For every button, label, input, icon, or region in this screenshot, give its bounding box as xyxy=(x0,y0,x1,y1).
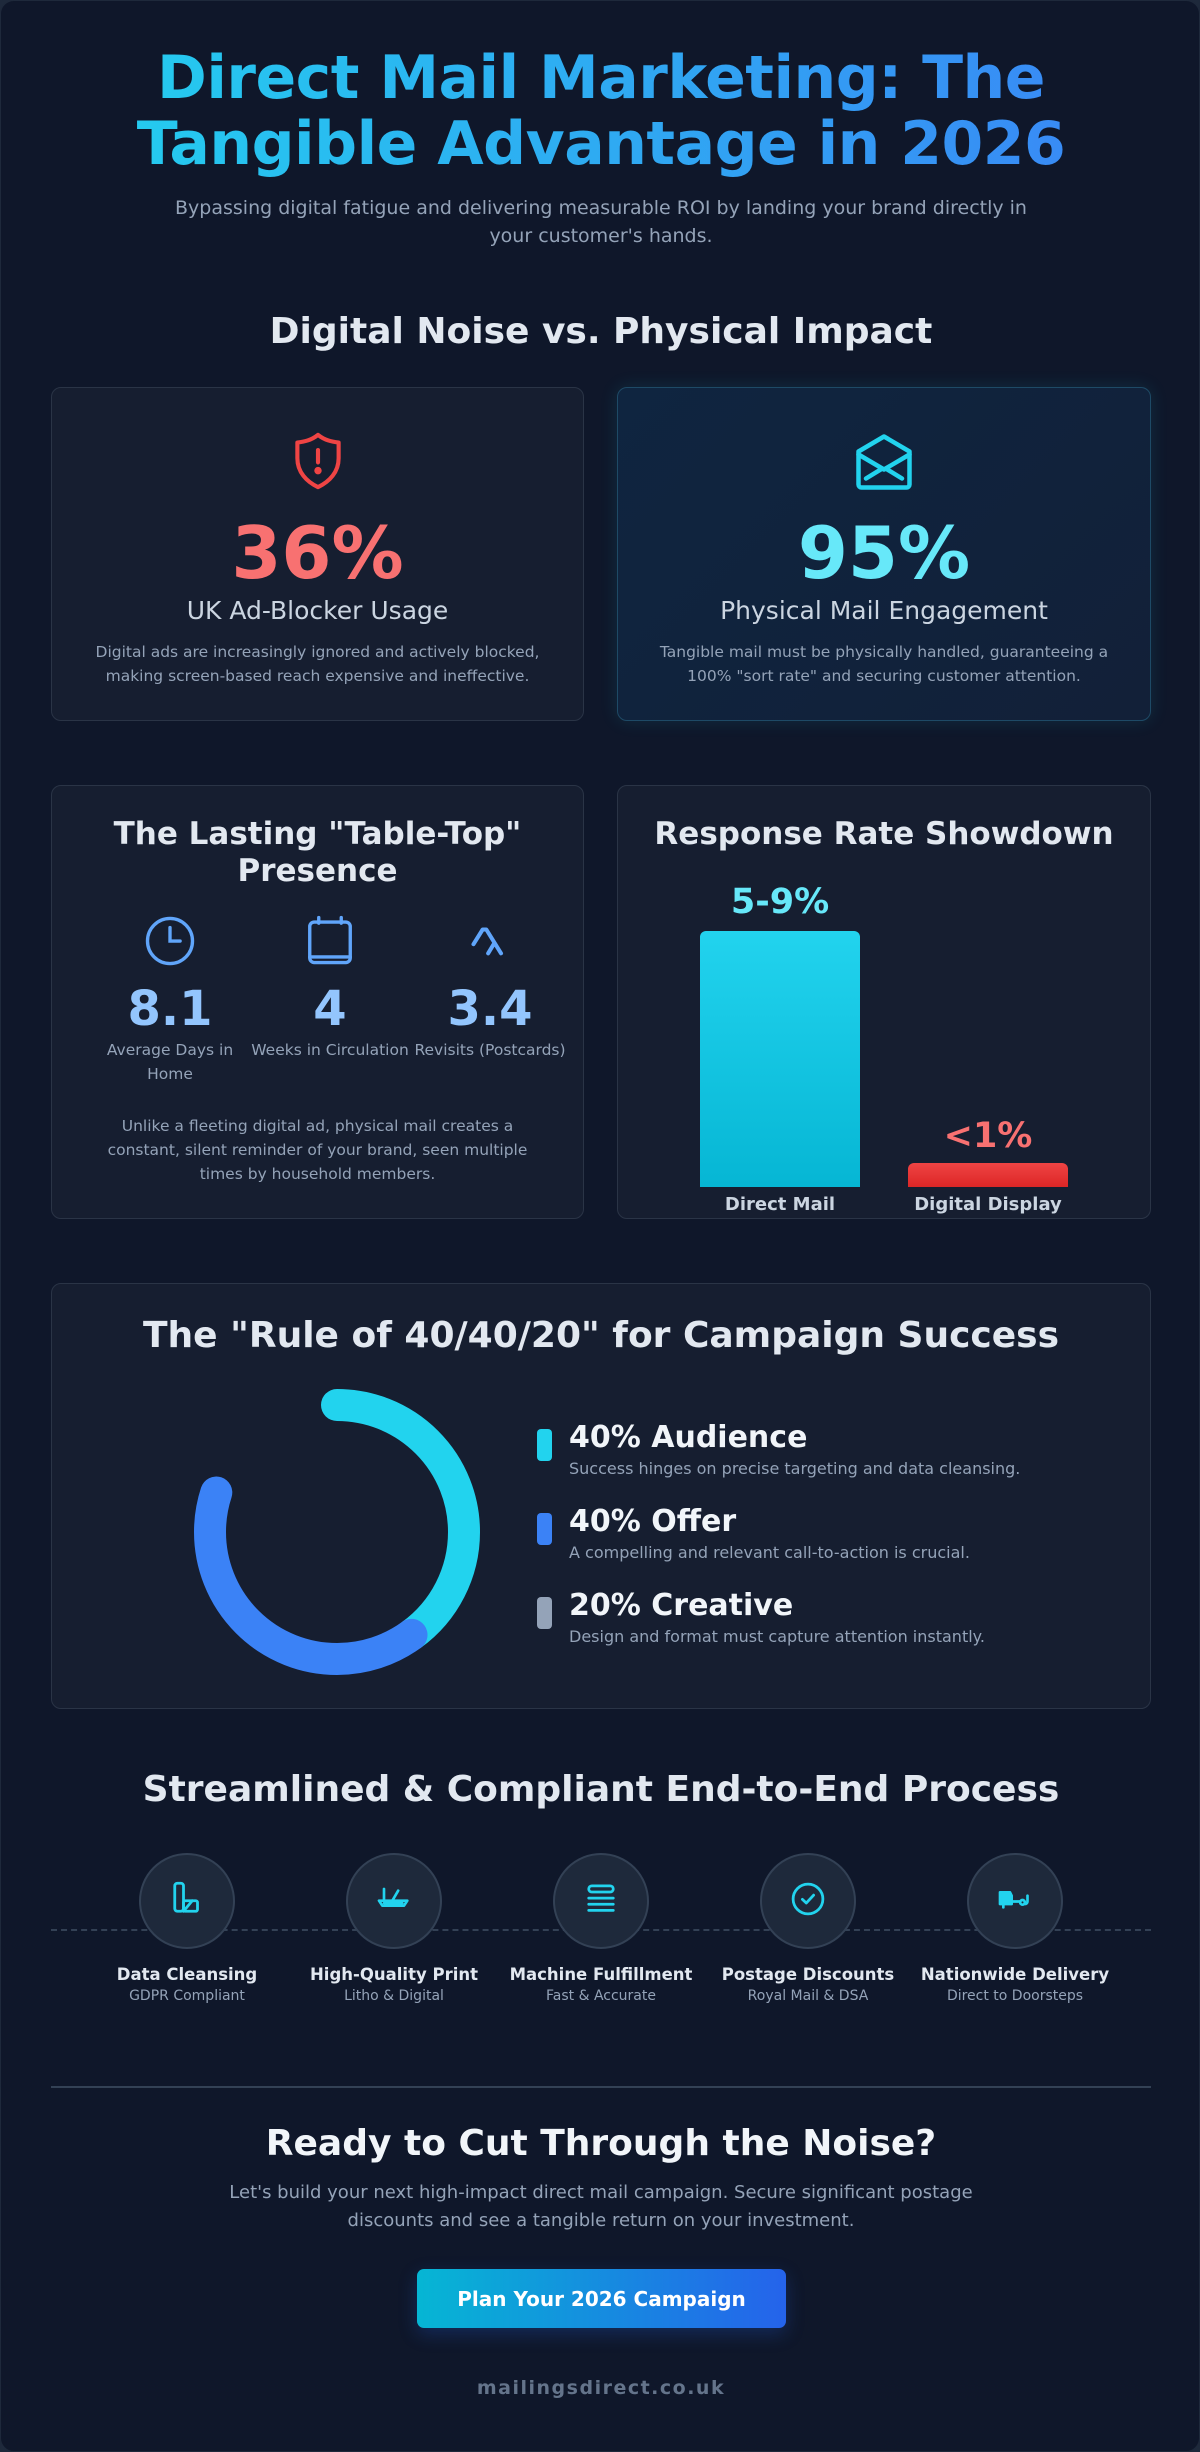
adblocker-stat-card: 36% UK Ad-Blocker Usage Digital ads are … xyxy=(51,387,584,721)
step-subtitle: Litho & Digital xyxy=(344,1988,444,2004)
legend-title: 40% Audience xyxy=(569,1420,808,1455)
legend-description: A compelling and relevant call-to-action… xyxy=(569,1543,970,1562)
process-step-delivery: Nationwide Delivery Direct to Doorsteps xyxy=(905,1853,1125,2004)
title-line-1: Direct Mail Marketing: The xyxy=(157,43,1045,113)
mail-engagement-description: Tangible mail must be physically handled… xyxy=(659,643,1109,685)
response-rate-card: Response Rate Showdown 5-9% Direct Mail … xyxy=(617,785,1151,1219)
revisit-icon xyxy=(468,924,512,972)
step-title: High-Quality Print xyxy=(310,1965,478,1984)
fulfillment-stack-icon xyxy=(580,1878,622,1924)
audience-swatch xyxy=(537,1429,552,1461)
metric-value: 3.4 xyxy=(447,981,533,1037)
cta-title: Ready to Cut Through the Noise? xyxy=(265,2123,937,2164)
adblocker-label: UK Ad-Blocker Usage xyxy=(186,596,449,625)
metric-weeks-circulation: 4 Weeks in Circulation xyxy=(250,915,410,1062)
legend-description: Success hinges on precise targeting and … xyxy=(569,1459,1021,1478)
offer-swatch xyxy=(537,1513,552,1545)
open-envelope-icon xyxy=(848,426,920,502)
metric-label: Average Days in Home xyxy=(106,1041,234,1083)
metric-revisits: 3.4 Revisits (Postcards) xyxy=(410,916,570,1062)
digital-display-bar xyxy=(908,1163,1068,1187)
cta-subtitle: Let's build your next high-impact direct… xyxy=(229,2182,973,2231)
process-step-fulfillment: Machine Fulfillment Fast & Accurate xyxy=(491,1853,711,2004)
step-subtitle: Direct to Doorsteps xyxy=(946,1988,1084,2004)
delivery-truck-icon xyxy=(993,1879,1037,1923)
digital-display-bar-value: <1% xyxy=(943,1116,1033,1156)
clock-icon xyxy=(143,914,197,972)
step-title: Postage Discounts xyxy=(721,1965,895,1984)
response-title: Response Rate Showdown xyxy=(654,816,1114,852)
legend-description: Design and format must capture attention… xyxy=(569,1627,985,1646)
adblocker-value: 36% xyxy=(231,511,404,595)
tabletop-description: Unlike a fleeting digital ad, physical m… xyxy=(107,1117,528,1183)
page-title: Direct Mail Marketing: The Tangible Adva… xyxy=(1,43,1199,179)
rule-title: The "Rule of 40/40/20" for Campaign Succ… xyxy=(142,1315,1060,1356)
section-divider xyxy=(51,2086,1151,2088)
mail-engagement-stat-card: 95% Physical Mail Engagement Tangible ma… xyxy=(617,387,1151,721)
creative-swatch xyxy=(537,1597,552,1629)
step-title: Data Cleansing xyxy=(116,1965,258,1984)
campaign-split-donut-chart xyxy=(192,1387,482,1681)
metric-label: Revisits (Postcards) xyxy=(414,1041,566,1059)
tabletop-presence-card: The Lasting "Table-Top" Presence 8.1 Ave… xyxy=(51,785,584,1219)
section-title-digital-vs-physical: Digital Noise vs. Physical Impact xyxy=(269,311,933,352)
process-step-postage: Postage Discounts Royal Mail & DSA xyxy=(698,1853,918,2004)
check-circle-icon xyxy=(787,1878,829,1924)
direct-mail-bar xyxy=(700,931,860,1187)
footer-domain: mailingsdirect.co.uk xyxy=(476,2377,726,2399)
data-cleansing-icon xyxy=(166,1878,208,1924)
step-subtitle: GDPR Compliant xyxy=(129,1988,245,2004)
rule-40-40-20-card: The "Rule of 40/40/20" for Campaign Succ… xyxy=(51,1283,1151,1709)
metric-days-in-home: 8.1 Average Days in Home xyxy=(90,916,250,1086)
shield-alert-icon xyxy=(285,426,351,500)
legend-title: 20% Creative xyxy=(569,1588,794,1623)
plan-campaign-button[interactable]: Plan Your 2026 Campaign xyxy=(417,2269,786,2328)
digital-display-bar-label: Digital Display xyxy=(914,1194,1062,1215)
step-title: Machine Fulfillment xyxy=(509,1965,693,1984)
title-line-2: Tangible Advantage in 2026 xyxy=(136,109,1066,179)
print-icon xyxy=(372,1879,416,1923)
direct-mail-bar-label: Direct Mail xyxy=(724,1194,836,1215)
process-step-data-cleansing: Data Cleansing GDPR Compliant xyxy=(77,1853,297,2004)
mail-engagement-value: 95% xyxy=(797,511,971,595)
metric-label: Weeks in Circulation xyxy=(251,1041,409,1059)
mail-engagement-label: Physical Mail Engagement xyxy=(720,596,1048,625)
metric-value: 8.1 xyxy=(127,981,213,1037)
calendar-icon xyxy=(303,912,357,972)
section-title-process: Streamlined & Compliant End-to-End Proce… xyxy=(142,1769,1060,1810)
metric-value: 4 xyxy=(313,981,347,1037)
process-step-print: High-Quality Print Litho & Digital xyxy=(284,1853,504,2004)
step-subtitle: Fast & Accurate xyxy=(546,1988,656,2004)
step-title: Nationwide Delivery xyxy=(920,1965,1110,1984)
direct-mail-bar-value: 5-9% xyxy=(730,882,830,922)
legend-title: 40% Offer xyxy=(569,1504,737,1539)
tabletop-title: The Lasting "Table-Top" Presence xyxy=(113,816,522,889)
hero-subtitle: Bypassing digital fatigue and delivering… xyxy=(175,197,1027,247)
adblocker-description: Digital ads are increasingly ignored and… xyxy=(95,643,540,685)
step-subtitle: Royal Mail & DSA xyxy=(747,1988,869,2004)
